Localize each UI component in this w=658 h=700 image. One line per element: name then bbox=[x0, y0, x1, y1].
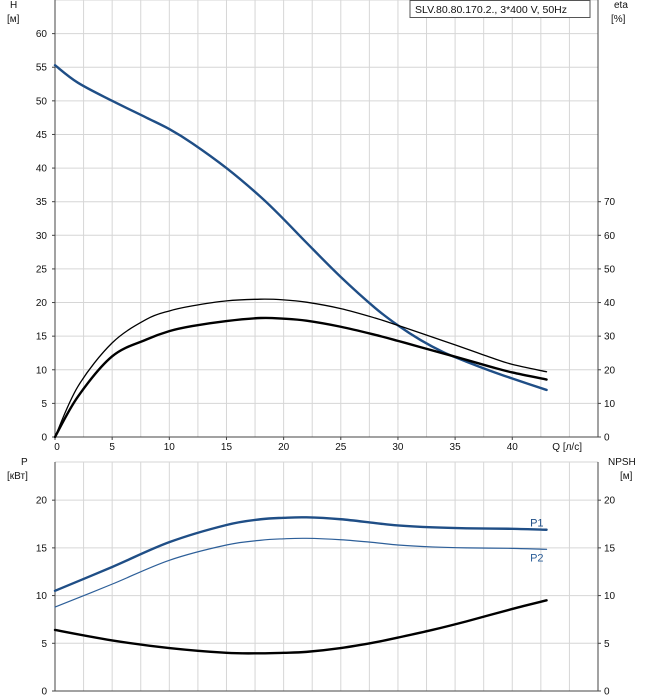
upper-right-tick-label: 10 bbox=[604, 399, 616, 410]
lower-right-tick-label: 5 bbox=[604, 639, 610, 650]
lower-y-right-axis-title: NPSH bbox=[608, 457, 636, 468]
upper-left-tick-label: 10 bbox=[36, 365, 48, 376]
upper-left-tick-label: 55 bbox=[36, 63, 48, 74]
upper-right-tick-label: 60 bbox=[604, 231, 616, 242]
upper-right-tick-label: 40 bbox=[604, 298, 616, 309]
legend-text: SLV.80.80.170.2., 3*400 V, 50Hz bbox=[415, 4, 567, 16]
power-npsh-panel: 0 5 10 15 20 0 5 10 15 20 P [кВт] NPSH [м] P1 P2 bbox=[7, 457, 636, 698]
lower-left-tick-label: 20 bbox=[36, 496, 48, 507]
x-tick-label: 0 bbox=[54, 442, 60, 453]
x-tick-label: 10 bbox=[164, 442, 176, 453]
lower-right-tick-label: 10 bbox=[604, 591, 616, 602]
upper-left-tick-label: 5 bbox=[41, 399, 47, 410]
upper-left-tick-label: 30 bbox=[36, 231, 48, 242]
upper-right-tick-label: 30 bbox=[604, 332, 616, 343]
y-right-axis-unit: [%] bbox=[611, 14, 626, 25]
x-tick-label: 35 bbox=[450, 442, 462, 453]
upper-left-tick-label: 45 bbox=[36, 130, 48, 141]
lower-left-tick-label: 10 bbox=[36, 591, 48, 602]
upper-right-tick-label: 0 bbox=[604, 433, 610, 444]
x-tick-label: 40 bbox=[507, 442, 519, 453]
x-axis-label: Q [л/с] bbox=[552, 442, 582, 453]
lower-left-tick-label: 5 bbox=[41, 639, 47, 650]
upper-left-tick-label: 15 bbox=[36, 332, 48, 343]
y-left-axis-unit: [м] bbox=[7, 14, 20, 25]
x-tick-label: 15 bbox=[221, 442, 233, 453]
x-tick-label: 30 bbox=[392, 442, 404, 453]
upper-left-tick-label: 40 bbox=[36, 164, 48, 175]
lower-y-left-axis-unit: [кВт] bbox=[7, 471, 28, 482]
upper-right-tick-label: 70 bbox=[604, 197, 616, 208]
series-npsh-line bbox=[53, 599, 548, 655]
lower-y-left-axis-title: P bbox=[21, 457, 28, 468]
lower-left-tick-label: 15 bbox=[36, 543, 48, 554]
x-tick-label: 25 bbox=[335, 442, 347, 453]
upper-left-tick-label: 20 bbox=[36, 298, 48, 309]
series-p2-line bbox=[54, 537, 548, 608]
upper-left-tick-label: 25 bbox=[36, 264, 48, 275]
lower-right-tick-label: 0 bbox=[604, 687, 610, 698]
head-efficiency-panel: 0 5 10 15 20 25 30 35 40 45 50 55 60 0 10 20 30 40 50 60 70 0… bbox=[7, 0, 628, 453]
series-eta-lower-line bbox=[53, 316, 548, 439]
upper-right-tick-label: 20 bbox=[604, 365, 616, 376]
upper-left-tick-label: 60 bbox=[36, 29, 48, 40]
upper-right-tick-label: 50 bbox=[604, 264, 616, 275]
lower-left-tick-label: 0 bbox=[41, 687, 47, 698]
series-p1-line bbox=[53, 516, 548, 593]
lower-right-tick-label: 20 bbox=[604, 496, 616, 507]
upper-left-tick-label: 50 bbox=[36, 96, 48, 107]
lower-y-right-axis-unit: [м] bbox=[620, 471, 633, 482]
series-eta-line bbox=[54, 298, 548, 438]
x-tick-label: 5 bbox=[109, 442, 115, 453]
series-p1-label: P1 bbox=[530, 518, 543, 530]
y-right-axis-title: eta bbox=[614, 0, 628, 11]
upper-left-tick-label: 0 bbox=[41, 433, 47, 444]
legend-box bbox=[409, 0, 591, 18]
series-p2-label: P2 bbox=[530, 552, 543, 564]
x-tick-label: 20 bbox=[278, 442, 290, 453]
upper-left-tick-label: 35 bbox=[36, 197, 48, 208]
lower-right-tick-label: 15 bbox=[604, 543, 616, 554]
y-left-axis-title: H bbox=[10, 0, 17, 11]
series-h-line bbox=[53, 64, 548, 392]
